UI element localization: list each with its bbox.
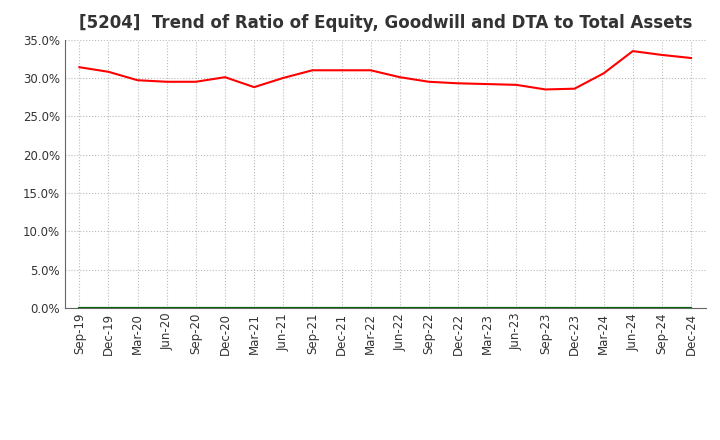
Deferred Tax Assets: [454, 305, 462, 311]
Deferred Tax Assets: [220, 305, 229, 311]
Deferred Tax Assets: [250, 305, 258, 311]
Deferred Tax Assets: [570, 305, 579, 311]
Equity: [687, 55, 696, 61]
Goodwill: [220, 305, 229, 311]
Goodwill: [425, 305, 433, 311]
Deferred Tax Assets: [657, 305, 666, 311]
Deferred Tax Assets: [395, 305, 404, 311]
Goodwill: [75, 305, 84, 311]
Line: Equity: Equity: [79, 51, 691, 89]
Equity: [512, 82, 521, 88]
Deferred Tax Assets: [337, 305, 346, 311]
Goodwill: [483, 305, 492, 311]
Deferred Tax Assets: [192, 305, 200, 311]
Deferred Tax Assets: [599, 305, 608, 311]
Goodwill: [279, 305, 287, 311]
Deferred Tax Assets: [629, 305, 637, 311]
Equity: [163, 79, 171, 84]
Deferred Tax Assets: [163, 305, 171, 311]
Goodwill: [192, 305, 200, 311]
Equity: [104, 69, 113, 74]
Goodwill: [337, 305, 346, 311]
Goodwill: [454, 305, 462, 311]
Equity: [133, 77, 142, 83]
Deferred Tax Assets: [541, 305, 550, 311]
Deferred Tax Assets: [104, 305, 113, 311]
Goodwill: [541, 305, 550, 311]
Deferred Tax Assets: [75, 305, 84, 311]
Equity: [75, 65, 84, 70]
Equity: [483, 81, 492, 87]
Goodwill: [104, 305, 113, 311]
Equity: [599, 71, 608, 76]
Goodwill: [308, 305, 317, 311]
Goodwill: [657, 305, 666, 311]
Goodwill: [629, 305, 637, 311]
Equity: [657, 52, 666, 58]
Title: [5204]  Trend of Ratio of Equity, Goodwill and DTA to Total Assets: [5204] Trend of Ratio of Equity, Goodwil…: [78, 15, 692, 33]
Equity: [192, 79, 200, 84]
Deferred Tax Assets: [366, 305, 375, 311]
Equity: [629, 48, 637, 54]
Equity: [570, 86, 579, 92]
Equity: [395, 74, 404, 80]
Deferred Tax Assets: [483, 305, 492, 311]
Equity: [337, 68, 346, 73]
Goodwill: [512, 305, 521, 311]
Equity: [366, 68, 375, 73]
Goodwill: [395, 305, 404, 311]
Deferred Tax Assets: [512, 305, 521, 311]
Equity: [220, 74, 229, 80]
Equity: [425, 79, 433, 84]
Deferred Tax Assets: [133, 305, 142, 311]
Deferred Tax Assets: [308, 305, 317, 311]
Deferred Tax Assets: [425, 305, 433, 311]
Goodwill: [163, 305, 171, 311]
Deferred Tax Assets: [279, 305, 287, 311]
Goodwill: [687, 305, 696, 311]
Goodwill: [570, 305, 579, 311]
Deferred Tax Assets: [687, 305, 696, 311]
Goodwill: [133, 305, 142, 311]
Equity: [250, 84, 258, 90]
Goodwill: [599, 305, 608, 311]
Equity: [541, 87, 550, 92]
Equity: [279, 75, 287, 81]
Goodwill: [250, 305, 258, 311]
Equity: [454, 81, 462, 86]
Goodwill: [366, 305, 375, 311]
Equity: [308, 68, 317, 73]
